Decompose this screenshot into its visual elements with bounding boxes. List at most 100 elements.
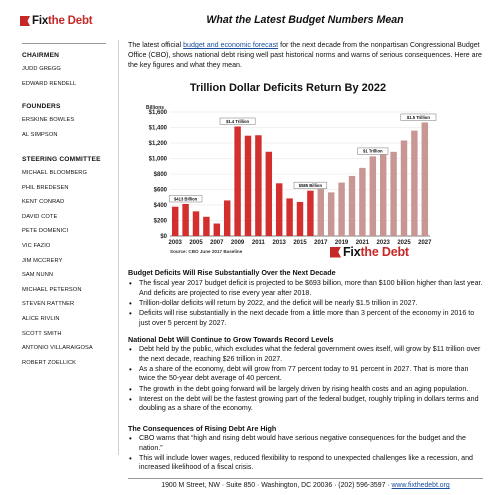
- bar: [369, 156, 377, 236]
- footer: 1900 M Street, NW · Suite 850 · Washingt…: [128, 482, 483, 489]
- budget-forecast-link[interactable]: budget and economic forecast: [183, 41, 279, 49]
- x-tick-label: 2021: [356, 240, 370, 246]
- logo-text-pre: Fix: [343, 245, 361, 259]
- footer-address: 1900 M Street, NW · Suite 850 · Washingt…: [161, 482, 392, 489]
- flag-icon: [20, 16, 30, 26]
- chairmen-section: Chairmen Judd Gregg Edward Rendell: [22, 52, 118, 91]
- bar: [317, 182, 325, 236]
- bar: [223, 200, 231, 236]
- section-heading: The Consequences of Rising Debt Are High: [128, 424, 277, 433]
- section-heading: National Debt Will Continue to Grow Towa…: [128, 335, 334, 344]
- x-tick-label: 2027: [418, 240, 432, 246]
- annotation-label: $413 Billion: [174, 196, 198, 201]
- x-tick-label: 2011: [252, 240, 266, 246]
- section-heading: Budget Deficits Will Rise Substantially …: [128, 268, 336, 277]
- sidebar-member: Steven Rattner: [22, 301, 75, 308]
- sidebar-divider: [118, 40, 119, 455]
- annotation-label: $1.5 Trillion: [407, 115, 430, 120]
- y-tick-label: $1,000: [149, 157, 168, 163]
- bullet-item: As a share of the economy, debt will gro…: [128, 365, 483, 384]
- sidebar-member: Alice Rivlin: [22, 315, 60, 322]
- bar: [411, 130, 418, 236]
- bar: [379, 154, 387, 236]
- sidebar-member: Michael Bloomberg: [22, 170, 88, 176]
- founders-list: Erskine Bowles Al Simpson: [22, 113, 118, 142]
- bar: [348, 175, 356, 236]
- y-tick-label: $0: [160, 234, 167, 240]
- sidebar-member: Judd Gregg: [22, 66, 61, 72]
- bar: [213, 223, 221, 236]
- deficit-chart: Trillion Dollar Deficits Return By 2022 …: [138, 82, 438, 257]
- chart-svg: $0 $200 $400 $600 $800 $1,000 $1,200 $1,400 $1,6…: [146, 105, 437, 254]
- section-bullets: Debt held by the public, which excludes …: [128, 345, 483, 415]
- steering-committee-heading: Steering Committee: [22, 156, 101, 163]
- sidebar-member: Antonio Villaraigosa: [22, 345, 93, 352]
- sidebar-member: Al Simpson: [22, 131, 58, 138]
- sidebar-member: Kent Conrad: [22, 199, 65, 206]
- bullet-item: The fiscal year 2017 budget deficit is p…: [128, 279, 483, 298]
- y-tick-label: $600: [154, 188, 168, 194]
- bullet-item: Debt held by the public, which excludes …: [128, 345, 483, 364]
- bar: [192, 211, 200, 236]
- annotation-label: $1.4 Trillion: [226, 119, 249, 124]
- x-tick-label: 2023: [377, 240, 391, 246]
- logo-text-post: the Debt: [48, 15, 93, 27]
- y-tick-label: $200: [154, 219, 168, 225]
- bar: [421, 122, 429, 236]
- bar: [359, 167, 366, 236]
- website-link[interactable]: www.fixthedebt.org: [391, 482, 450, 489]
- logo-text: Fixthe Debt: [32, 15, 93, 27]
- logo-text-post: the Debt: [360, 245, 409, 259]
- annotation-label: $585 Billion: [299, 183, 323, 188]
- y-tick-label: $1,600: [149, 110, 168, 116]
- chairmen-heading: Chairmen: [22, 52, 60, 59]
- flag-icon: [330, 246, 341, 258]
- x-tick-label: 2009: [231, 240, 245, 246]
- sidebar-member: Scott Smith: [22, 330, 62, 337]
- bullet-item: This will include lower wages, reduced f…: [128, 454, 483, 473]
- y-tick-label: $400: [154, 203, 168, 209]
- bar: [296, 201, 304, 236]
- x-tick-label: 2019: [335, 240, 349, 246]
- bar: [275, 183, 283, 236]
- y-tick-label: $800: [154, 172, 168, 178]
- bar: [307, 190, 314, 236]
- bar: [171, 206, 179, 236]
- chart-logo: Fixthe Debt: [330, 245, 409, 259]
- document-title: What the Latest Budget Numbers Mean: [206, 14, 404, 26]
- intro-paragraph: The latest official budget and economic …: [128, 40, 483, 70]
- annotation-box: [219, 117, 256, 125]
- bar: [234, 126, 241, 236]
- annotation-box: [168, 195, 203, 203]
- y-tick-label: $1,200: [149, 141, 168, 147]
- section-bullets: The fiscal year 2017 budget deficit is p…: [128, 279, 483, 329]
- bar: [182, 203, 189, 236]
- chart-source: Source: CBO June 2017 Baseline: [170, 249, 243, 254]
- bar: [327, 192, 335, 236]
- sidebar: Fixthe Debt Chairmen Judd Gregg Edward R…: [0, 0, 118, 495]
- chairmen-list: Judd Gregg Edward Rendell: [22, 62, 118, 91]
- bar: [390, 151, 397, 236]
- sidebar-member: Robert Zoellick: [22, 359, 77, 366]
- bar: [338, 182, 345, 236]
- fix-the-debt-logo[interactable]: Fixthe Debt: [20, 12, 93, 30]
- x-tick-label: 2007: [210, 240, 224, 246]
- bullet-item: Interest on the debt will be the fastest…: [128, 395, 483, 414]
- bar: [203, 216, 210, 236]
- sidebar-member: Phil Bredesen: [22, 184, 69, 191]
- sidebar-member: Michael Peterson: [22, 286, 82, 293]
- intro-text: The latest official: [128, 41, 184, 49]
- bullet-item: CBO warns that “high and rising debt wou…: [128, 434, 483, 453]
- bar: [244, 135, 252, 236]
- sidebar-member: David Cote: [22, 213, 58, 220]
- annotation-box: [357, 147, 389, 155]
- annotation-label: $1 Trillion: [363, 149, 383, 154]
- y-axis-label: Billions: [146, 105, 164, 111]
- y-tick-label: $1,400: [149, 126, 168, 132]
- chart-logo-text: Fixthe Debt: [343, 245, 409, 259]
- annotation-box: [400, 113, 437, 121]
- steering-committee-list: Michael Bloomberg Phil Bredesen Kent Con…: [22, 166, 118, 370]
- bar: [400, 140, 408, 236]
- sidebar-member: Jim McCrery: [22, 257, 63, 264]
- bullet-item: Deficits will rise substantially in the …: [128, 309, 483, 328]
